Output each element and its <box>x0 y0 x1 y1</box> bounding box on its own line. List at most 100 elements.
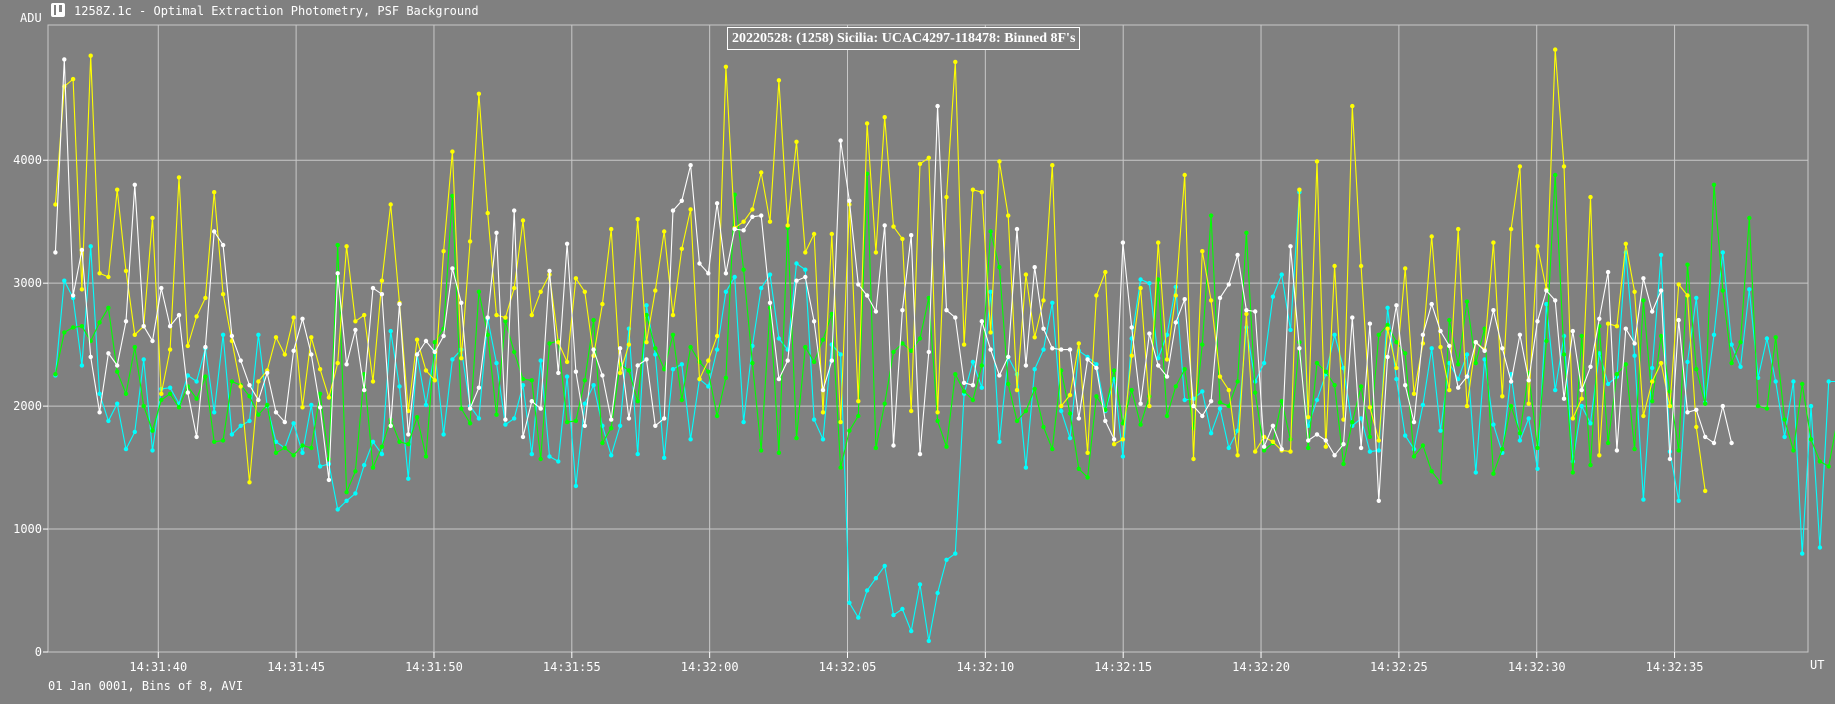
data-point <box>467 421 473 426</box>
data-point <box>1482 348 1487 353</box>
data-point <box>1067 347 1073 352</box>
data-point <box>370 439 376 444</box>
data-point <box>150 338 155 344</box>
data-point <box>1694 424 1699 430</box>
data-point <box>706 358 711 363</box>
data-point <box>1226 387 1232 393</box>
data-point <box>635 217 640 222</box>
data-point <box>635 363 640 368</box>
data-point <box>1182 397 1187 403</box>
data-point <box>1694 367 1699 372</box>
data-point <box>653 423 658 428</box>
data-point <box>450 149 455 154</box>
data-point <box>1156 240 1161 245</box>
data-point <box>1244 325 1249 330</box>
data-point <box>1235 252 1240 258</box>
data-point <box>459 300 464 305</box>
data-point <box>1261 444 1267 449</box>
data-point <box>882 563 887 569</box>
data-point <box>344 490 349 495</box>
data-point <box>1720 288 1726 293</box>
x-tick-label: 14:32:10 <box>956 660 1014 674</box>
data-point <box>1191 456 1196 462</box>
data-point <box>803 344 808 350</box>
data-point <box>362 462 367 468</box>
data-point <box>838 465 843 470</box>
data-point <box>167 391 173 396</box>
data-point <box>1641 497 1646 502</box>
data-point <box>1217 406 1223 411</box>
data-point <box>1076 416 1082 421</box>
data-point <box>79 247 85 253</box>
data-point <box>653 288 658 293</box>
data-point <box>573 369 579 374</box>
data-point <box>1314 432 1320 437</box>
data-point <box>626 416 632 421</box>
data-point <box>988 229 993 234</box>
data-point <box>750 214 755 219</box>
series-line <box>54 59 1733 501</box>
data-point <box>326 395 332 400</box>
data-point <box>229 333 235 339</box>
data-point <box>309 445 314 451</box>
data-point <box>300 443 305 448</box>
data-point <box>1385 322 1390 328</box>
data-point <box>723 375 729 380</box>
data-point <box>1253 309 1258 314</box>
data-point <box>706 384 711 389</box>
series-line <box>54 192 1835 641</box>
data-point <box>300 450 305 455</box>
data-point <box>1588 462 1593 468</box>
data-point <box>1217 400 1223 405</box>
data-point <box>185 373 190 378</box>
data-point <box>1182 297 1187 302</box>
data-point <box>750 207 755 212</box>
data-point <box>344 362 349 367</box>
data-point <box>238 423 243 428</box>
data-point <box>900 606 905 612</box>
data-point <box>1023 272 1029 277</box>
data-point <box>697 376 702 382</box>
data-point <box>988 330 993 335</box>
data-point <box>1570 470 1576 475</box>
data-point <box>1553 172 1558 178</box>
data-point <box>909 233 914 238</box>
data-point <box>1747 287 1752 292</box>
data-point <box>485 332 490 337</box>
data-point <box>256 332 261 337</box>
data-point <box>847 198 852 203</box>
data-point <box>1561 164 1567 169</box>
data-point <box>556 340 561 345</box>
data-point <box>1755 403 1761 409</box>
data-point <box>1623 362 1629 367</box>
data-point <box>688 344 693 350</box>
data-point <box>909 408 914 414</box>
data-point <box>159 285 164 291</box>
data-point <box>1085 475 1090 480</box>
data-point <box>450 193 455 199</box>
data-point <box>1447 317 1452 323</box>
data-point <box>961 380 967 385</box>
data-point <box>1279 399 1284 404</box>
data-point <box>300 316 305 321</box>
data-point <box>1535 319 1540 324</box>
x-tick-label: 14:32:25 <box>1370 660 1428 674</box>
chart-app-icon[interactable] <box>51 3 65 17</box>
data-point <box>917 582 923 587</box>
data-point <box>591 383 596 388</box>
data-point <box>609 426 614 431</box>
data-point <box>1403 266 1408 271</box>
data-point <box>873 309 879 314</box>
data-point <box>335 242 340 248</box>
data-point <box>1773 379 1778 384</box>
data-point <box>1147 403 1152 409</box>
data-point <box>767 272 773 277</box>
data-point <box>714 413 720 419</box>
data-point <box>891 224 896 229</box>
data-point <box>1182 367 1187 372</box>
data-point <box>856 282 861 287</box>
data-point <box>1500 346 1505 351</box>
data-point <box>1244 308 1249 313</box>
data-point <box>670 312 676 318</box>
data-point <box>794 278 799 283</box>
